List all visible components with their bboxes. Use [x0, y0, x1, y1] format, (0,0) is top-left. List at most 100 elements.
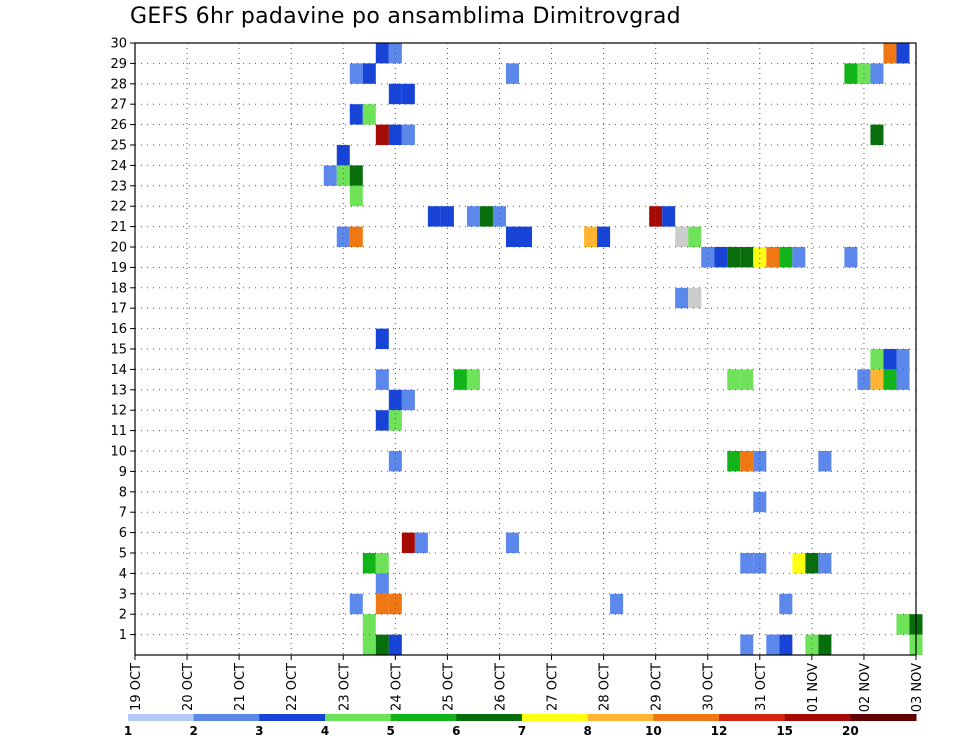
- legend-label: 15: [776, 724, 793, 738]
- heatmap-cell: [336, 165, 350, 186]
- heatmap-cell: [675, 287, 689, 309]
- y-tick-label: 12: [110, 404, 127, 419]
- x-axis: 19 OCT 20 OCT 21 OCT 22 OCT 23 OCT 24 OCT 25 O…: [129, 655, 925, 712]
- x-tick-label: 28 OCT: [598, 663, 613, 711]
- heatmap-cell: [388, 124, 402, 145]
- heatmap-cell: [688, 226, 702, 247]
- legend-label: 2: [189, 724, 197, 738]
- chart-title: GEFS 6hr padavine po ansamblima Dimitrov…: [130, 4, 681, 29]
- legend-label: 7: [518, 724, 526, 738]
- x-tick-label: 25 OCT: [441, 663, 456, 711]
- heatmap-cell: [727, 369, 741, 390]
- heatmap-cell: [701, 247, 715, 268]
- legend-color-swatch: [325, 714, 392, 721]
- heatmap-cell: [818, 553, 832, 574]
- heatmap-cell: [610, 593, 624, 615]
- y-tick-label: 25: [110, 139, 127, 154]
- heatmap-cell: [753, 247, 767, 268]
- heatmap-cell: [727, 247, 741, 268]
- x-tick-label: 31 OCT: [754, 663, 769, 711]
- heatmap-cell: [505, 226, 519, 247]
- y-tick-label: 14: [110, 363, 127, 378]
- heatmap-cell: [857, 369, 871, 390]
- heatmap-cell: [362, 104, 376, 125]
- heatmap-cell: [805, 634, 819, 655]
- legend-color-swatch: [259, 714, 326, 721]
- heatmap-cell: [870, 349, 884, 370]
- heatmap-cell: [375, 124, 389, 145]
- legend-color-swatch: [784, 714, 851, 721]
- heatmap-cell: [883, 43, 897, 64]
- legend-label: 3: [255, 724, 263, 738]
- legend-color-swatch: [390, 714, 457, 721]
- y-axis: 1234567891011121314151617181920212223242…: [110, 37, 135, 643]
- heatmap-cell: [766, 247, 780, 268]
- y-tick-label: 28: [110, 77, 127, 92]
- heatmap-cell: [740, 634, 754, 655]
- y-tick-label: 11: [110, 424, 127, 439]
- x-tick-label: 19 OCT: [129, 663, 144, 711]
- heatmap-cell: [779, 247, 793, 268]
- heatmap-cell: [688, 287, 702, 309]
- y-tick-label: 19: [110, 261, 127, 276]
- x-tick-label: 03 NOV: [910, 663, 925, 712]
- legend-color-swatch: [456, 714, 523, 721]
- heatmap-cell: [792, 247, 806, 268]
- x-tick-label: 22 OCT: [285, 663, 300, 711]
- x-tick-label: 29 OCT: [650, 663, 665, 711]
- heatmap-cell: [388, 634, 402, 655]
- heatmap-cell: [675, 226, 689, 247]
- heatmap-cell: [870, 369, 884, 390]
- heatmap-cell: [375, 369, 389, 390]
- legend-color-swatch: [653, 714, 720, 721]
- heatmap-cell: [401, 532, 415, 553]
- heatmap-cell: [662, 206, 676, 227]
- heatmap-cell: [466, 369, 480, 390]
- x-tick-label: 30 OCT: [702, 663, 717, 711]
- heatmap-cell: [766, 634, 780, 655]
- heatmap-cell: [375, 43, 389, 64]
- heatmap-cell: [505, 532, 519, 553]
- heatmap-cell: [375, 634, 389, 655]
- y-tick-label: 22: [110, 200, 127, 215]
- heatmap-cell: [818, 634, 832, 655]
- heatmap-cell: [896, 369, 910, 390]
- heatmap-cell: [349, 165, 363, 186]
- y-tick-label: 24: [110, 159, 127, 174]
- heatmap-cell: [779, 593, 793, 615]
- y-tick-label: 9: [119, 465, 127, 480]
- heatmap-cell: [740, 451, 754, 472]
- heatmap-cell: [401, 124, 415, 145]
- heatmap-cell: [779, 634, 793, 655]
- heatmap-cell: [753, 451, 767, 472]
- heatmap-cell: [349, 593, 363, 615]
- y-tick-label: 3: [119, 587, 127, 602]
- legend-color-swatch: [128, 714, 195, 721]
- legend-label: 4: [321, 724, 329, 738]
- heatmap-cell: [362, 634, 376, 655]
- heatmap-cell: [896, 614, 910, 635]
- heatmap-cell: [649, 206, 663, 227]
- heatmap-cell: [401, 389, 415, 411]
- heatmap-cell: [349, 185, 363, 207]
- x-tick-label: 23 OCT: [337, 663, 352, 711]
- grid-lines: [135, 43, 916, 655]
- legend-label: 1: [124, 724, 132, 738]
- heatmap-cell: [896, 349, 910, 370]
- y-tick-label: 29: [110, 57, 127, 72]
- heatmap-cells: [323, 43, 923, 655]
- y-tick-label: 5: [119, 547, 127, 562]
- legend-label: 12: [711, 724, 728, 738]
- y-tick-label: 1: [119, 628, 127, 643]
- heatmap-cell: [584, 226, 598, 247]
- y-tick-label: 20: [110, 241, 127, 256]
- heatmap-cell: [870, 63, 884, 84]
- heatmap-cell: [844, 63, 858, 84]
- heatmap-cell: [349, 63, 363, 84]
- y-tick-label: 6: [119, 526, 127, 541]
- color-legend: 1 2 3 4 5 6 7 8 10 12 15 20: [124, 714, 917, 738]
- heatmap-cell: [466, 206, 480, 227]
- heatmap-cell: [883, 369, 897, 390]
- heatmap-cell: [714, 247, 728, 268]
- heatmap-cell: [492, 206, 506, 227]
